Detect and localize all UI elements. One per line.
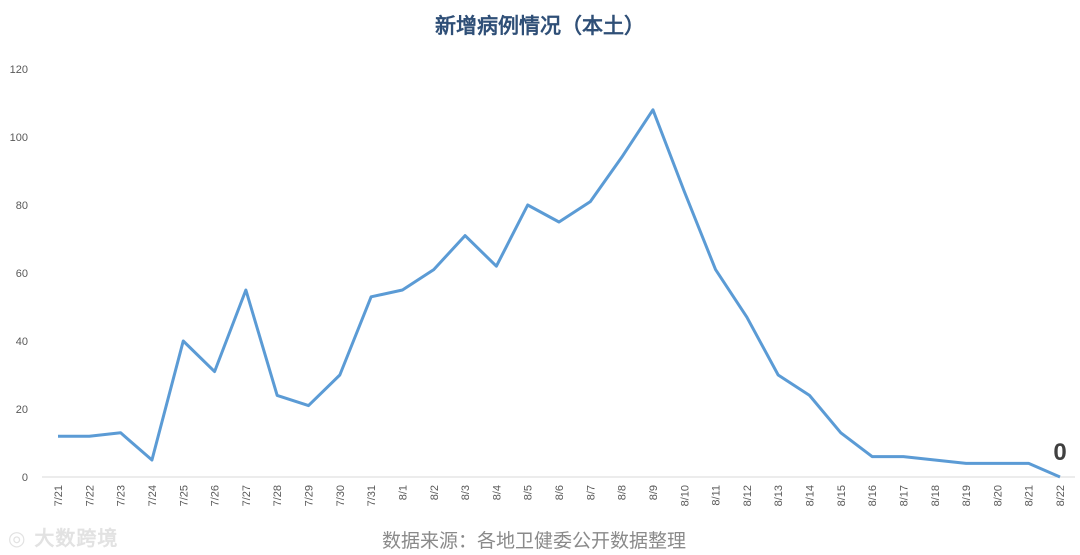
x-tick-label: 8/22 bbox=[1055, 485, 1067, 506]
x-tick-label: 8/12 bbox=[742, 485, 754, 506]
x-tick-label: 8/10 bbox=[679, 485, 691, 506]
x-tick-label: 7/24 bbox=[147, 485, 159, 506]
y-tick-label: 80 bbox=[16, 200, 28, 212]
y-tick-label: 0 bbox=[22, 472, 28, 484]
x-tick-label: 8/1 bbox=[397, 485, 409, 500]
x-tick-label: 8/2 bbox=[429, 485, 441, 500]
x-tick-label: 8/16 bbox=[867, 485, 879, 506]
x-tick-label: 8/3 bbox=[460, 485, 472, 500]
x-tick-label: 8/13 bbox=[773, 485, 785, 506]
x-tick-label: 7/25 bbox=[178, 485, 190, 506]
y-tick-label: 120 bbox=[10, 64, 28, 76]
x-tick-label: 7/27 bbox=[241, 485, 253, 506]
x-tick-label: 7/26 bbox=[210, 485, 222, 506]
x-tick-label: 7/21 bbox=[53, 485, 65, 506]
x-tick-label: 8/21 bbox=[1024, 485, 1036, 506]
x-tick-label: 8/15 bbox=[836, 485, 848, 506]
y-tick-label: 60 bbox=[16, 268, 28, 280]
x-tick-label: 8/19 bbox=[961, 485, 973, 506]
y-tick-label: 40 bbox=[16, 336, 28, 348]
series-line bbox=[58, 108, 1061, 479]
data-label: 0 bbox=[1053, 439, 1066, 466]
watermark-text: 大数跨境 bbox=[34, 526, 119, 550]
watermark-logo: ◎ 大数跨境 bbox=[8, 526, 119, 550]
x-tick-label: 8/4 bbox=[491, 485, 503, 500]
x-tick-label: 8/5 bbox=[523, 485, 535, 500]
x-tick-label: 7/31 bbox=[366, 485, 378, 506]
x-tick-label: 7/30 bbox=[335, 485, 347, 506]
data-source-note: 数据来源：各地卫健委公开数据整理 bbox=[382, 530, 687, 552]
x-tick-label: 8/20 bbox=[992, 485, 1004, 506]
x-tick-label: 8/8 bbox=[617, 485, 629, 500]
x-tick-label: 8/14 bbox=[805, 485, 817, 506]
x-tick-label: 7/28 bbox=[272, 485, 284, 506]
x-tick-label: 7/23 bbox=[116, 485, 128, 506]
x-tick-label: 8/17 bbox=[898, 485, 910, 506]
chart-title: 新增病例情况（本土） bbox=[435, 14, 645, 38]
y-tick-label: 100 bbox=[10, 132, 28, 144]
x-tick-label: 8/6 bbox=[554, 485, 566, 500]
x-tick-label: 8/7 bbox=[585, 485, 597, 500]
x-tick-label: 7/22 bbox=[84, 485, 96, 506]
x-tick-label: 8/9 bbox=[648, 485, 660, 500]
x-tick-label: 7/29 bbox=[304, 485, 316, 506]
y-tick-label: 20 bbox=[16, 404, 28, 416]
x-tick-label: 8/11 bbox=[711, 485, 723, 506]
x-tick-label: 8/18 bbox=[930, 485, 942, 506]
